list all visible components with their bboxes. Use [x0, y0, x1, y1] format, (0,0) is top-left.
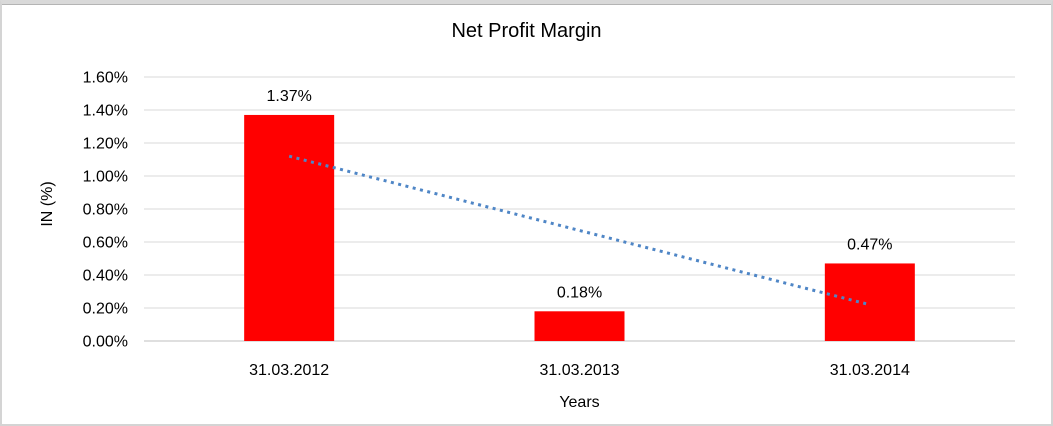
y-axis-tick-label: 0.00%	[83, 334, 128, 351]
data-label: 0.47%	[847, 236, 892, 253]
plot-area: 1.60% 1.40% 1.20% 1.00% 0.80% 0.60% 0.40% 0.20%…	[83, 70, 1015, 379]
y-axis-tick-label: 1.60%	[83, 70, 128, 87]
x-axis-category-label: 31.03.2012	[249, 362, 329, 379]
y-axis-tick-label: 1.20%	[83, 136, 128, 153]
y-axis-tick-label: 0.40%	[83, 268, 128, 285]
data-label: 0.18%	[557, 284, 602, 301]
y-axis-tick-label: 0.80%	[83, 202, 128, 219]
frame-top-edge	[2, 4, 1051, 5]
chart-title: Net Profit Margin	[451, 20, 602, 42]
y-axis-tick-label: 0.20%	[83, 301, 128, 318]
trendline	[288, 154, 871, 307]
bar-31.03.2012	[244, 114, 335, 341]
x-axis-category-label: 31.03.2013	[539, 362, 619, 379]
bar-31.03.2014	[824, 263, 915, 341]
x-axis-category-label: 31.03.2014	[830, 362, 910, 379]
y-axis-tick-label: 0.60%	[83, 235, 128, 252]
data-label: 1.37%	[266, 88, 311, 105]
y-axis-tick-label: 1.40%	[83, 103, 128, 120]
y-axis-tick-label: 1.00%	[83, 169, 128, 186]
x-axis-title: Years	[559, 394, 600, 411]
bar-31.03.2013	[534, 311, 625, 341]
